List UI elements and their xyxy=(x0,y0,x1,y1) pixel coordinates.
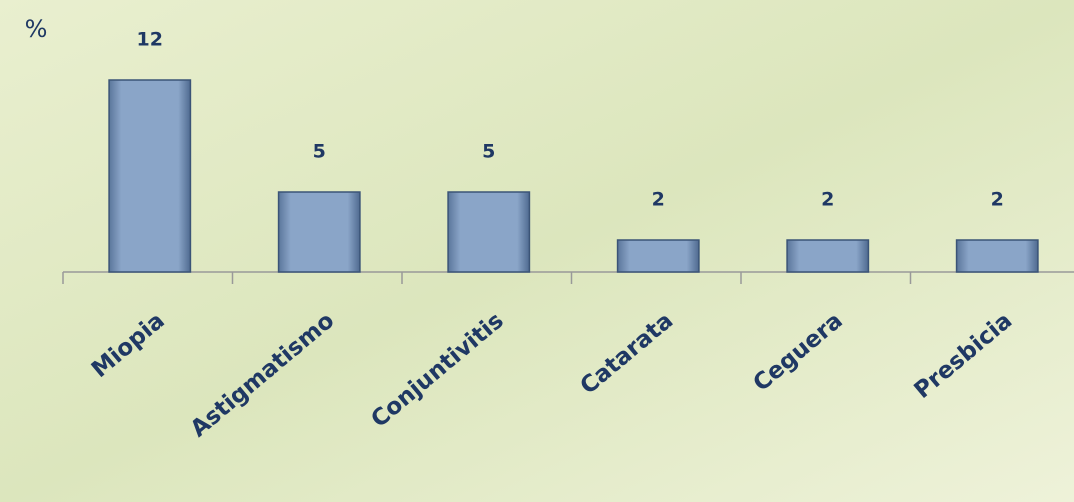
y-axis-label: % xyxy=(25,15,48,43)
bar xyxy=(108,79,192,273)
bar xyxy=(447,191,531,273)
value-label: 2 xyxy=(991,189,1004,211)
value-label: 5 xyxy=(313,141,326,163)
value-label: 12 xyxy=(137,29,163,51)
value-label: 2 xyxy=(821,189,834,211)
value-label: 5 xyxy=(482,141,495,163)
value-label: 2 xyxy=(652,189,665,211)
bar xyxy=(277,191,361,273)
bar xyxy=(786,239,870,273)
bar xyxy=(616,239,700,273)
bar xyxy=(955,239,1039,273)
